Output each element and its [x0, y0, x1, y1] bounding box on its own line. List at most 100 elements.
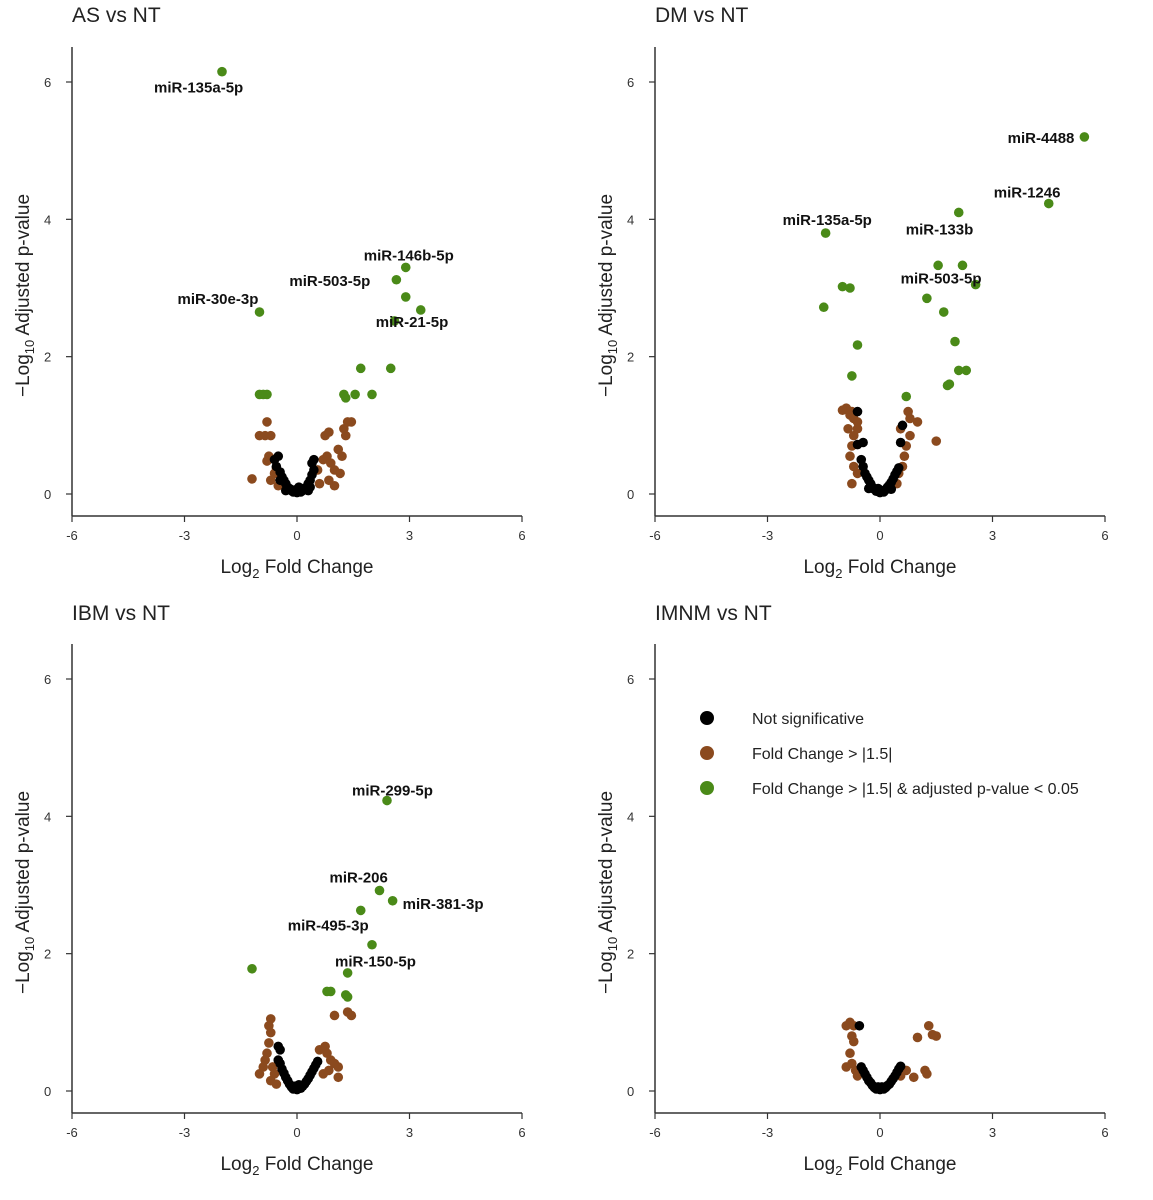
- data-point-not-significant: [863, 483, 874, 494]
- data-point-significant: [820, 228, 831, 238]
- y-tick-label: 2: [44, 947, 51, 962]
- data-point-significant: [970, 279, 981, 290]
- data-point-fold-change: [912, 1032, 923, 1043]
- data-point-significant: [355, 363, 366, 374]
- data-point-not-significant: [886, 484, 897, 494]
- data-point-fold-change: [905, 413, 915, 424]
- legend-marker-not-significant: [700, 711, 714, 725]
- data-point-fold-change: [324, 475, 334, 486]
- data-point-fold-change: [265, 430, 276, 441]
- data-point-significant: [262, 389, 272, 400]
- data-point-fold-change: [841, 1062, 852, 1072]
- data-point-not-significant: [854, 1020, 865, 1031]
- y-tick-label: 2: [627, 350, 634, 365]
- panels-group: AS vs NT 0 2 4 6 -6 -3 0 3 6 Log2 Fold Change −Log1…: [13, 4, 1109, 1178]
- data-point-not-significant: [307, 458, 317, 468]
- data-point-fold-change: [314, 478, 325, 489]
- y-tick-label: 0: [44, 487, 51, 502]
- legend-marker-significant: [700, 781, 714, 795]
- data-point-significant: [847, 371, 857, 381]
- data-point-significant: [325, 986, 336, 997]
- data-point-significant: [942, 380, 953, 391]
- data-point-significant: [367, 939, 377, 950]
- y-tick-label: 0: [627, 1084, 634, 1099]
- data-point-significant: [400, 292, 411, 302]
- x-tick-label: -3: [762, 528, 774, 543]
- data-point-significant: [845, 283, 855, 293]
- data-point-significant: [254, 307, 265, 317]
- data-point-significant: [350, 389, 360, 400]
- y-tick-label: 6: [627, 75, 634, 90]
- data-point-significant: [415, 305, 426, 315]
- data-point-not-significant: [280, 485, 291, 496]
- data-point-significant: [387, 895, 398, 906]
- data-point-significant: [961, 365, 972, 376]
- data-point-significant: [953, 365, 964, 376]
- legend-label-significant: Fold Change > |1.5| & adjusted p-value <…: [752, 781, 1079, 798]
- x-tick-label: 0: [876, 528, 883, 543]
- data-point-significant: [933, 260, 943, 271]
- legend-marker-fold-change: [700, 746, 714, 760]
- data-point-fold-change: [908, 1072, 919, 1083]
- data-point-significant: [385, 363, 396, 374]
- data-point-significant: [818, 302, 829, 313]
- point-label: miR-206: [330, 869, 388, 886]
- point-label: miR-150-5p: [335, 954, 416, 971]
- data-point-not-significant: [895, 1061, 906, 1072]
- data-point-fold-change: [845, 1048, 855, 1059]
- data-point-fold-change: [845, 451, 855, 462]
- data-point-significant: [389, 316, 400, 326]
- legend-label-fold-change: Fold Change > |1.5|: [752, 746, 892, 763]
- x-tick-label: 0: [876, 1125, 883, 1140]
- point-label: miR-135a-5p: [783, 212, 872, 229]
- x-tick-label: -6: [649, 528, 661, 543]
- data-point-significant: [342, 968, 353, 978]
- y-tick-label: 6: [44, 75, 51, 90]
- y-tick-label: 4: [627, 809, 634, 824]
- x-tick-label: -6: [649, 1125, 661, 1140]
- data-point-not-significant: [877, 1082, 887, 1092]
- data-point-fold-change: [852, 417, 863, 427]
- x-tick-label: 6: [1101, 1125, 1108, 1140]
- x-tick-label: 0: [293, 1125, 300, 1140]
- x-axis-title: Log2 Fold Change: [220, 1154, 373, 1178]
- point-label: miR-503-5p: [901, 271, 982, 288]
- data-point-fold-change: [318, 1069, 329, 1079]
- data-point-fold-change: [346, 1010, 357, 1021]
- data-point-fold-change: [852, 468, 863, 479]
- data-point-fold-change: [329, 1010, 340, 1021]
- data-point-significant: [1079, 132, 1090, 142]
- x-tick-label: 6: [518, 528, 525, 543]
- data-point-significant: [852, 340, 863, 350]
- y-tick-label: 0: [44, 1084, 51, 1099]
- data-point-fold-change: [848, 1036, 859, 1047]
- panel-title: AS vs NT: [72, 4, 161, 27]
- data-point-not-significant: [897, 420, 908, 431]
- data-point-fold-change: [247, 474, 257, 484]
- data-point-significant: [355, 905, 366, 916]
- data-point-fold-change: [265, 1027, 276, 1038]
- data-point-not-significant: [275, 475, 285, 486]
- legend: Not significative Fold Change > |1.5| Fo…: [700, 711, 1079, 798]
- x-tick-label: 3: [406, 528, 413, 543]
- data-point-not-significant: [294, 482, 304, 492]
- data-point-fold-change: [333, 1072, 344, 1083]
- point-label: miR-1246: [994, 185, 1061, 202]
- data-point-significant: [957, 260, 968, 271]
- data-point-significant: [953, 207, 964, 218]
- data-point-fold-change: [912, 417, 923, 427]
- data-point-significant: [374, 885, 385, 896]
- data-point-fold-change: [262, 456, 272, 466]
- x-tick-label: 3: [989, 1125, 996, 1140]
- volcano-panel-2: DM vs NT 0 2 4 6 -6 -3 0 3 6 Log2 Fold Change −Log1…: [596, 4, 1109, 581]
- x-axis-title: Log2 Fold Change: [803, 1154, 956, 1178]
- data-point-significant: [340, 393, 351, 403]
- x-tick-label: 0: [293, 528, 300, 543]
- data-point-fold-change: [265, 475, 276, 486]
- data-point-not-significant: [852, 406, 863, 417]
- x-tick-label: 3: [989, 528, 996, 543]
- data-point-significant: [938, 307, 949, 317]
- data-point-significant: [901, 391, 912, 402]
- y-axis-title: −Log10 Adjusted p-value: [596, 791, 620, 994]
